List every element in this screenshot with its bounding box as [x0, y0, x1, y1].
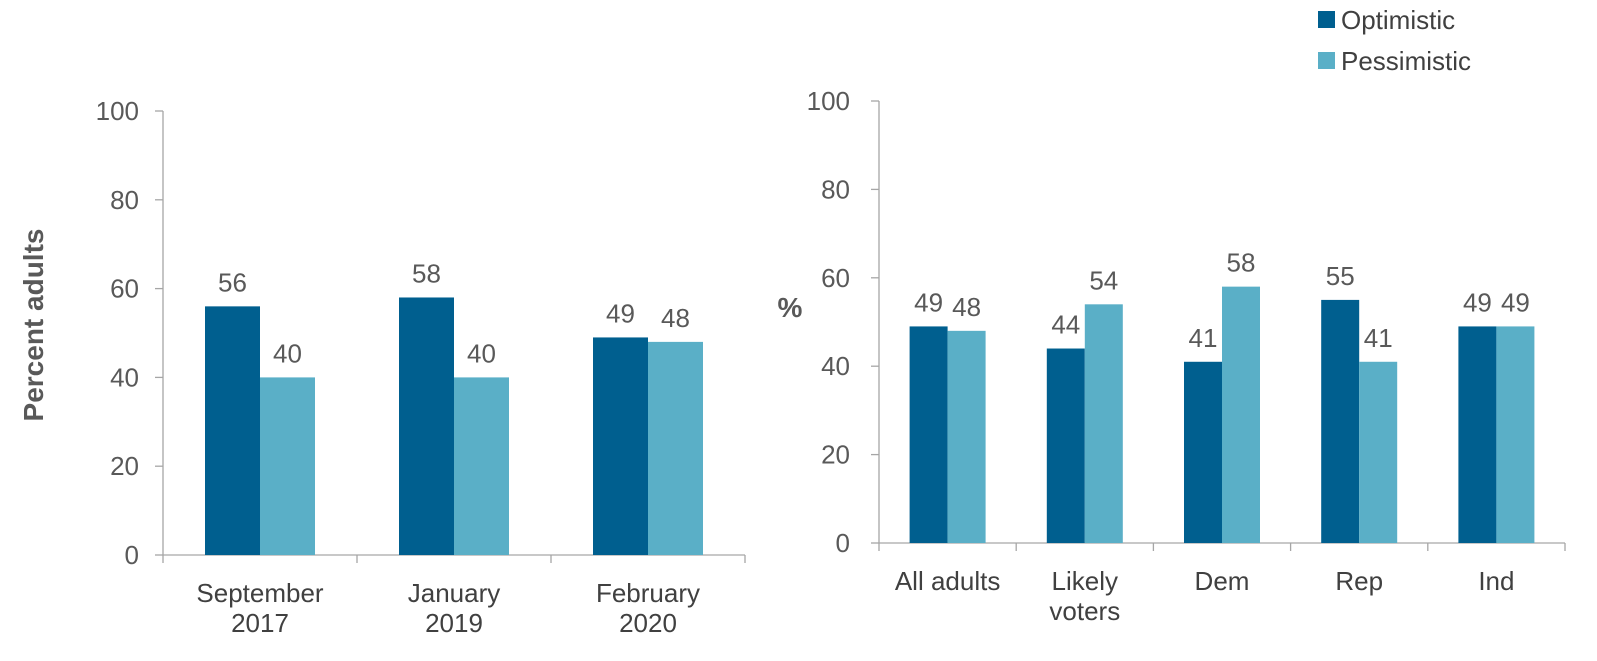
y-tick-label: 60 — [821, 263, 850, 293]
bar-optimistic — [1046, 348, 1085, 543]
x-category-label: Dem — [1195, 566, 1250, 596]
y-tick-label: 100 — [96, 96, 139, 126]
bar-pessimistic — [1359, 361, 1398, 543]
y-tick-label: 80 — [821, 174, 850, 204]
bar-pessimistic — [648, 341, 703, 555]
data-label: 49 — [914, 287, 943, 317]
data-label: 56 — [218, 267, 247, 297]
data-label: 48 — [661, 303, 690, 333]
x-category-label: September — [196, 578, 324, 608]
data-label: 40 — [273, 338, 302, 368]
data-label: 48 — [952, 292, 981, 322]
y-tick-label: 0 — [125, 540, 139, 570]
y-tick-label: 100 — [807, 86, 850, 116]
bar-optimistic — [399, 297, 454, 555]
x-category-label: voters — [1049, 596, 1120, 626]
data-label: 49 — [1501, 287, 1530, 317]
data-label: 49 — [606, 298, 635, 328]
y-axis-label: % — [778, 292, 803, 323]
bar-optimistic — [1184, 361, 1222, 543]
data-label: 55 — [1326, 261, 1355, 291]
x-category-label: Ind — [1478, 566, 1514, 596]
bar-optimistic — [1321, 299, 1360, 543]
legend-swatch-pessimistic — [1318, 52, 1335, 69]
data-label: 40 — [467, 338, 496, 368]
data-label: 49 — [1463, 287, 1492, 317]
bar-pessimistic — [260, 377, 315, 555]
y-tick-label: 80 — [110, 185, 139, 215]
x-category-label: All adults — [895, 566, 1001, 596]
x-category-label: February — [596, 578, 700, 608]
legend: Optimistic Pessimistic — [1318, 5, 1471, 76]
y-tick-label: 40 — [821, 351, 850, 381]
y-tick-label: 40 — [110, 362, 139, 392]
y-tick-label: 20 — [110, 451, 139, 481]
data-label: 41 — [1364, 323, 1393, 353]
data-label: 44 — [1051, 310, 1080, 340]
bar-optimistic — [593, 337, 648, 555]
data-label: 58 — [412, 258, 441, 288]
bar-pessimistic — [1084, 304, 1123, 543]
x-category-label: 2019 — [425, 608, 483, 638]
x-category-label: Likely — [1052, 566, 1118, 596]
chart-right: 0 20 40 60 80 100% 49 48 All adults 44 54 Likelyvot… — [778, 86, 1566, 626]
y-axis-label: Percent adults — [18, 229, 49, 422]
x-category-label: Rep — [1335, 566, 1383, 596]
legend-label-optimistic: Optimistic — [1341, 5, 1455, 35]
bar-pessimistic — [1222, 286, 1260, 543]
x-category-label: 2020 — [619, 608, 677, 638]
data-label: 54 — [1089, 265, 1118, 295]
bar-optimistic — [1458, 326, 1497, 543]
data-label: 58 — [1227, 248, 1256, 278]
bar-pessimistic — [454, 377, 509, 555]
y-tick-label: 20 — [821, 440, 850, 470]
data-label: 41 — [1189, 323, 1218, 353]
legend-label-pessimistic: Pessimistic — [1341, 46, 1471, 76]
y-tick-label: 0 — [836, 528, 850, 558]
bar-pessimistic — [947, 330, 986, 543]
x-category-label: 2017 — [231, 608, 289, 638]
x-category-label: January — [408, 578, 501, 608]
legend-swatch-optimistic — [1318, 11, 1335, 28]
bar-pessimistic — [1496, 326, 1535, 543]
bar-optimistic — [205, 306, 260, 555]
bar-optimistic — [909, 326, 948, 543]
y-tick-label: 60 — [110, 274, 139, 304]
